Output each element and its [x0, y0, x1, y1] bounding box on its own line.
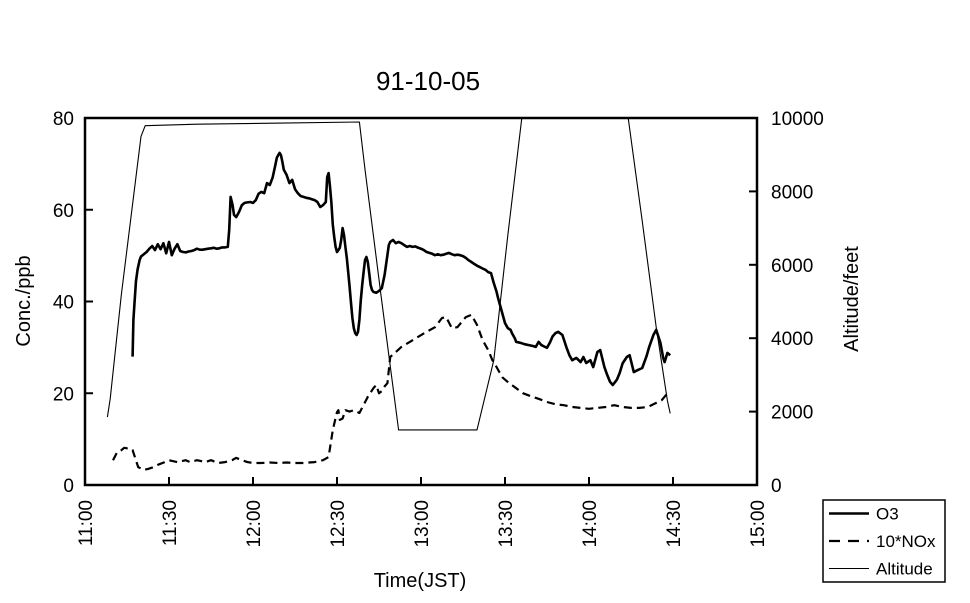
legend: O3 10*NOx Altitude	[822, 499, 946, 583]
y-right-tick-label: 6000	[771, 256, 813, 277]
y-left-tick-label: 80	[53, 109, 74, 130]
y-left-tick-label: 60	[53, 201, 74, 222]
x-axis-title: Time(JST)	[374, 570, 467, 592]
y-axis-title-right: Altitude/feet	[841, 246, 863, 352]
y-right-tick-label: 10000	[771, 109, 824, 130]
x-tick-labels: 11:00 11:30 12:00 12:30 13:00 13:30 14:00 14:30…	[76, 500, 769, 548]
y-left-tick-label: 40	[53, 293, 74, 314]
y-axis-title-left: Conc./ppb	[13, 255, 35, 346]
series-line-altitude	[106, 117, 671, 431]
x-tick-label: 12:00	[244, 500, 265, 548]
plot-area	[83, 116, 759, 487]
y-right-tick-labels: 0 2000 4000 6000 8000 10000	[771, 109, 824, 497]
y-right-tick-label: 0	[771, 476, 782, 497]
x-tick-label: 11:30	[160, 500, 181, 546]
y-left-tick-label: 0	[63, 476, 74, 497]
x-tick-label: 13:00	[412, 500, 433, 548]
x-tick-label: 15:00	[748, 500, 769, 548]
series-lines	[106, 117, 672, 471]
x-tick-label: 14:30	[664, 500, 685, 548]
x-tick-label: 14:00	[580, 500, 601, 548]
y-right-tick-label: 2000	[771, 403, 813, 424]
x-tick-label: 12:30	[328, 500, 349, 548]
x-tick-label: 13:30	[496, 500, 517, 548]
legend-label-o3: O3	[876, 505, 899, 524]
series-line-o3	[131, 151, 672, 387]
y-left-tick-labels: 0 20 40 60 80	[53, 109, 74, 497]
y-right-tick-label: 4000	[771, 329, 813, 350]
axis-ticks	[85, 190, 757, 485]
chart-title: 91-10-05	[376, 66, 480, 96]
series-line-10nox	[112, 313, 670, 471]
y-left-tick-label: 20	[53, 384, 74, 405]
x-tick-label: 11:00	[76, 500, 97, 546]
legend-label-altitude: Altitude	[876, 560, 933, 579]
legend-label-nox: 10*NOx	[876, 532, 936, 551]
y-right-tick-label: 8000	[771, 182, 813, 203]
